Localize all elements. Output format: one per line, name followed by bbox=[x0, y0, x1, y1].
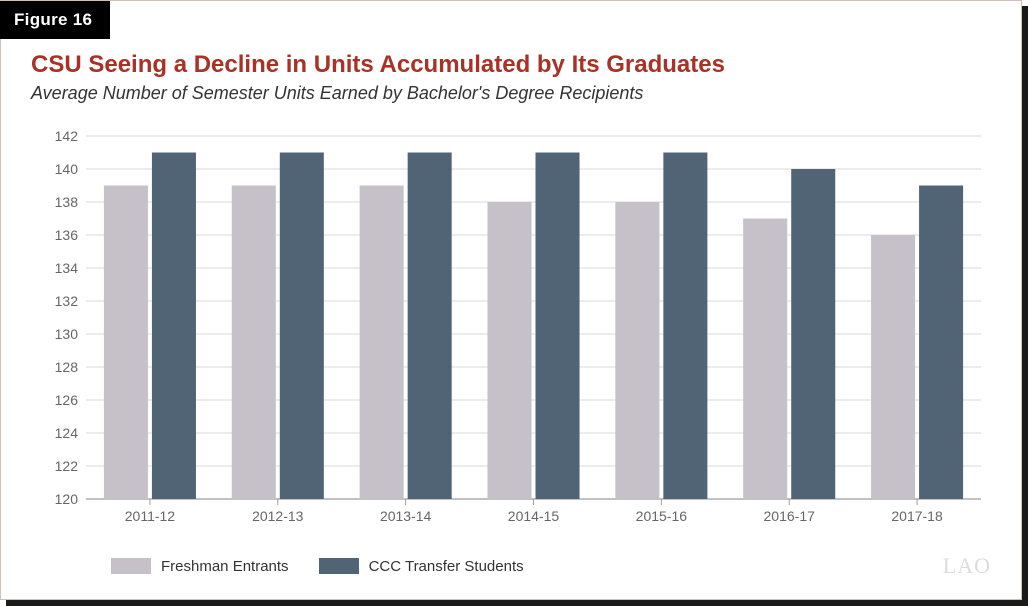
svg-text:2017-18: 2017-18 bbox=[891, 508, 943, 524]
svg-text:2012-13: 2012-13 bbox=[252, 508, 304, 524]
lao-logo: LAO bbox=[943, 553, 991, 579]
legend: Freshman Entrants CCC Transfer Students … bbox=[111, 553, 991, 579]
svg-text:132: 132 bbox=[55, 293, 79, 309]
figure-container: Figure 16 CSU Seeing a Decline in Units … bbox=[0, 0, 1028, 606]
svg-text:136: 136 bbox=[55, 227, 79, 243]
chart-card: Figure 16 CSU Seeing a Decline in Units … bbox=[0, 0, 1022, 600]
legend-swatch-1 bbox=[319, 558, 359, 574]
svg-text:2011-12: 2011-12 bbox=[125, 508, 176, 524]
svg-text:142: 142 bbox=[55, 131, 79, 144]
svg-text:134: 134 bbox=[55, 260, 79, 276]
svg-text:2015-16: 2015-16 bbox=[636, 508, 688, 524]
svg-text:124: 124 bbox=[55, 425, 79, 441]
chart-plot-area: 120 122 124 126 128 130 132 134 136 138 140 142 2011… bbox=[31, 131, 991, 529]
chart-titles: CSU Seeing a Decline in Units Accumulate… bbox=[31, 51, 991, 104]
svg-text:140: 140 bbox=[55, 161, 79, 177]
svg-text:2016-17: 2016-17 bbox=[764, 508, 816, 524]
svg-text:122: 122 bbox=[55, 458, 79, 474]
legend-item-0: Freshman Entrants bbox=[111, 558, 289, 575]
svg-text:120: 120 bbox=[55, 491, 79, 507]
legend-label-0: Freshman Entrants bbox=[161, 558, 289, 575]
legend-label-1: CCC Transfer Students bbox=[369, 558, 524, 575]
legend-item-1: CCC Transfer Students bbox=[319, 558, 524, 575]
chart-title: CSU Seeing a Decline in Units Accumulate… bbox=[31, 51, 991, 79]
svg-text:130: 130 bbox=[55, 326, 79, 342]
svg-text:2013-14: 2013-14 bbox=[380, 508, 432, 524]
svg-text:126: 126 bbox=[55, 392, 79, 408]
legend-swatch-0 bbox=[111, 558, 151, 574]
svg-text:2014-15: 2014-15 bbox=[508, 508, 560, 524]
lao-logo-text: LAO bbox=[943, 553, 991, 579]
chart-subtitle: Average Number of Semester Units Earned … bbox=[31, 83, 991, 104]
svg-text:128: 128 bbox=[55, 359, 79, 375]
bar-chart-svg: 120 122 124 126 128 130 132 134 136 138 140 142 2011… bbox=[31, 131, 991, 529]
svg-text:138: 138 bbox=[55, 194, 79, 210]
figure-number-tag: Figure 16 bbox=[0, 1, 110, 39]
